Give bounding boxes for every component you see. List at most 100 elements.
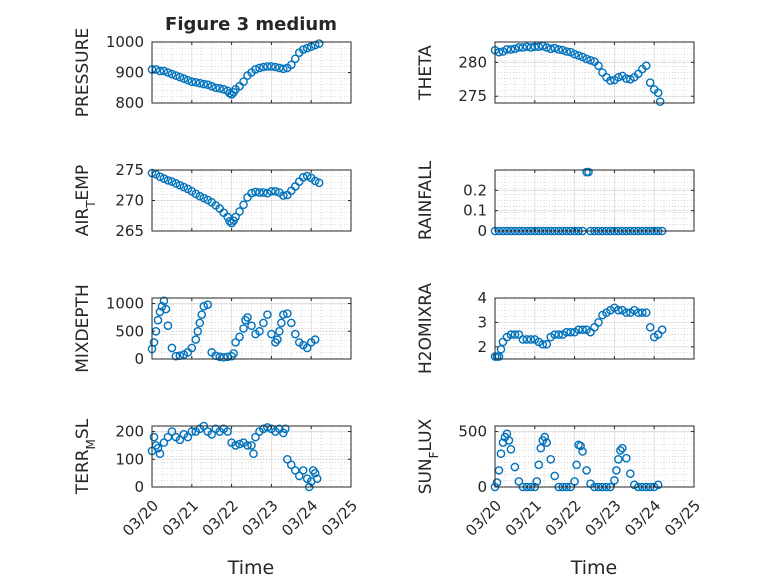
data-point	[263, 188, 272, 198]
data-point	[574, 325, 583, 335]
data-point	[302, 343, 312, 353]
y-tick-label: 0	[477, 222, 487, 240]
y-axis-label: H2OMIXRA	[416, 283, 436, 374]
data-point	[586, 56, 595, 65]
data-point	[279, 428, 288, 438]
data-point	[149, 338, 159, 347]
data-point	[171, 71, 181, 80]
data-point	[622, 453, 631, 463]
data-point	[622, 74, 631, 83]
data-point	[310, 40, 320, 50]
data-point	[496, 449, 506, 459]
data-point	[251, 187, 260, 197]
data-point	[279, 310, 288, 319]
data-point	[167, 343, 177, 353]
data-point	[570, 49, 579, 59]
y-tick-label: 500	[115, 322, 144, 340]
data-point	[207, 430, 216, 439]
data-point	[576, 441, 585, 451]
y-tick-label: 800	[115, 94, 144, 112]
data-point	[153, 315, 163, 325]
data-point	[534, 42, 544, 52]
subplot-mixdepth: 0 500 1000 MIXDEPTH	[73, 284, 352, 373]
subplot-theta: 275 280 THETA	[416, 41, 695, 106]
data-point	[302, 43, 312, 53]
data-point	[314, 178, 324, 188]
data-point	[191, 77, 201, 87]
data-point	[251, 432, 260, 442]
data-point	[514, 43, 524, 52]
data-point	[149, 432, 159, 442]
data-point	[255, 63, 264, 73]
data-point	[290, 466, 300, 475]
data-point	[542, 340, 552, 349]
data-point	[518, 43, 528, 52]
data-point	[578, 325, 587, 335]
x-tick-label: 03/21	[502, 497, 545, 540]
data-point	[554, 45, 563, 54]
data-point	[504, 436, 514, 445]
data-point	[594, 61, 603, 71]
data-point	[161, 304, 171, 314]
x-tick-label: 03/20	[462, 497, 505, 540]
data-point	[155, 66, 165, 76]
data-point	[183, 75, 193, 85]
y-axis-label: PRESSURE	[73, 28, 93, 117]
data-point	[267, 187, 276, 196]
data-point	[526, 335, 536, 344]
data-point	[550, 471, 560, 481]
data-point	[175, 180, 185, 190]
y-axis-label: TERRMSL	[73, 418, 98, 495]
data-point	[582, 466, 591, 475]
data-point	[175, 72, 185, 82]
data-point	[271, 187, 280, 196]
data-point	[610, 476, 619, 485]
axes-box	[151, 297, 352, 360]
data-point	[279, 64, 288, 74]
data-point	[312, 474, 322, 483]
data-point	[219, 84, 228, 94]
y-tick-label: 270	[115, 192, 144, 210]
data-point	[641, 308, 651, 317]
data-point	[286, 460, 296, 470]
data-point	[247, 188, 256, 198]
subplot-h2omixra: 2 3 4 H2OMIXRA	[416, 283, 695, 374]
data-point	[263, 310, 272, 319]
data-point	[310, 335, 320, 344]
data-point	[645, 322, 655, 332]
data-point	[522, 335, 532, 344]
data-point	[271, 62, 280, 72]
data-point	[243, 313, 252, 322]
data-point	[199, 79, 209, 89]
y-tick-label: 0	[477, 478, 487, 496]
data-point	[540, 432, 550, 442]
data-point	[594, 318, 603, 327]
data-point	[275, 63, 284, 73]
y-tick-label: 500	[458, 423, 487, 441]
data-point	[514, 477, 524, 486]
y-tick-label: 0	[134, 478, 144, 496]
data-point	[163, 68, 173, 77]
y-axis-label: SUNFLUX	[416, 418, 441, 494]
data-point	[239, 324, 248, 333]
data-point	[506, 45, 516, 54]
data-point	[536, 443, 546, 453]
data-point	[251, 65, 260, 74]
x-tick-label: 03/22	[542, 497, 585, 540]
data-point	[298, 173, 308, 182]
data-point	[193, 326, 203, 336]
data-point	[159, 174, 169, 183]
data-point	[259, 62, 268, 72]
data-point	[235, 207, 244, 216]
x-tick-label: 03/25	[661, 497, 704, 540]
data-point	[542, 43, 552, 52]
axes-box	[151, 425, 352, 488]
data-point	[279, 191, 288, 200]
data-point	[167, 177, 177, 186]
y-tick-label: 200	[115, 423, 144, 441]
data-point	[538, 340, 548, 349]
data-point	[235, 439, 244, 449]
data-point	[199, 302, 209, 311]
